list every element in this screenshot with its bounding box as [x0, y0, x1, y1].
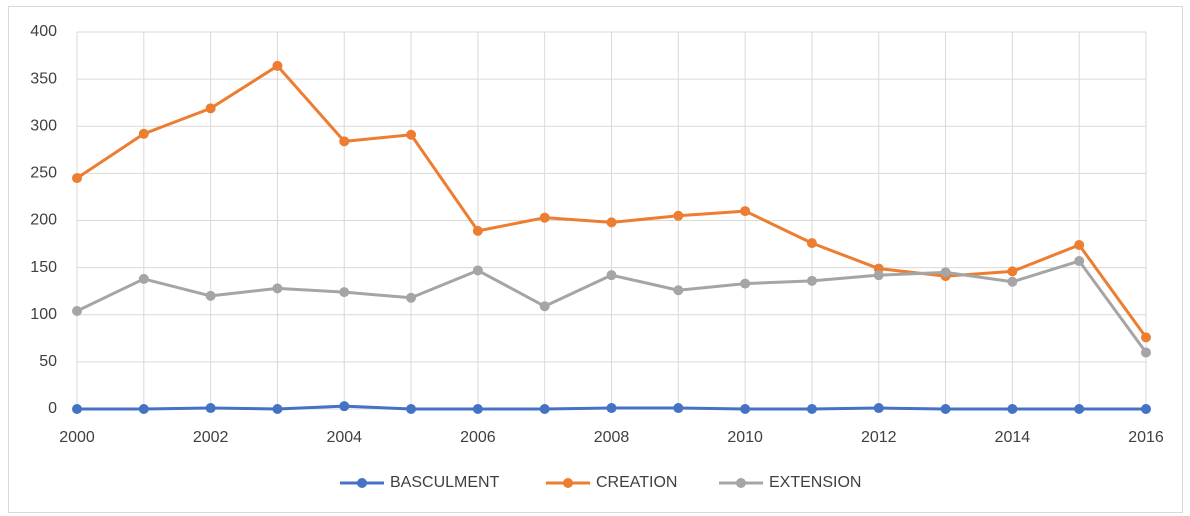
- x-tick-label: 2004: [326, 429, 362, 446]
- data-point: [205, 103, 216, 114]
- x-tick-label: 2002: [193, 429, 229, 446]
- data-point: [138, 128, 149, 139]
- data-point: [806, 238, 817, 249]
- data-point: [205, 403, 216, 414]
- data-point: [1141, 347, 1151, 358]
- y-tick-label: 0: [48, 400, 57, 417]
- data-point: [1141, 332, 1151, 343]
- y-tick-label: 250: [30, 165, 57, 182]
- x-tick-label: 2008: [594, 429, 630, 446]
- chart-border: [8, 6, 1183, 513]
- data-point: [740, 404, 751, 414]
- data-point: [873, 270, 884, 281]
- data-point: [606, 217, 617, 228]
- data-point: [339, 287, 350, 298]
- data-point: [539, 212, 550, 223]
- data-point: [539, 404, 550, 414]
- data-point: [272, 283, 283, 294]
- data-point: [940, 267, 951, 278]
- y-tick-label: 200: [30, 212, 57, 229]
- data-point: [138, 273, 149, 284]
- y-tick-label: 300: [30, 117, 57, 134]
- data-point: [272, 60, 283, 71]
- legend-label: CREATION: [596, 474, 677, 491]
- legend-marker: [563, 478, 573, 488]
- data-point: [406, 292, 417, 303]
- data-point: [72, 173, 82, 184]
- data-point: [740, 278, 751, 289]
- x-tick-label: 2012: [861, 429, 897, 446]
- x-tick-label: 2014: [995, 429, 1031, 446]
- data-point: [72, 404, 82, 414]
- data-point: [1007, 266, 1018, 277]
- data-point: [673, 210, 684, 221]
- data-point: [406, 404, 417, 414]
- legend-marker: [357, 478, 367, 488]
- data-point: [472, 265, 483, 276]
- data-point: [806, 404, 817, 414]
- data-point: [873, 403, 884, 414]
- data-point: [539, 301, 550, 312]
- data-point: [806, 275, 817, 286]
- x-tick-label: 2006: [460, 429, 496, 446]
- data-point: [339, 401, 350, 412]
- data-point: [1074, 404, 1085, 414]
- data-point: [1007, 404, 1018, 414]
- y-tick-label: 50: [39, 353, 57, 370]
- data-point: [72, 305, 82, 316]
- y-tick-label: 400: [30, 23, 57, 40]
- legend-label: EXTENSION: [769, 474, 861, 491]
- y-tick-label: 100: [30, 306, 57, 323]
- data-point: [606, 403, 617, 414]
- data-point: [272, 404, 283, 414]
- x-tick-label: 2016: [1128, 429, 1164, 446]
- data-point: [1074, 240, 1085, 251]
- data-point: [472, 404, 483, 414]
- data-point: [205, 290, 216, 301]
- data-point: [339, 136, 350, 147]
- data-point: [940, 404, 951, 414]
- data-point: [138, 404, 149, 414]
- legend-label: BASCULMENT: [390, 474, 500, 491]
- data-point: [673, 403, 684, 414]
- x-tick-label: 2010: [727, 429, 763, 446]
- data-point: [1007, 276, 1018, 287]
- data-point: [1141, 404, 1151, 414]
- data-point: [740, 206, 751, 217]
- data-point: [673, 285, 684, 296]
- y-tick-label: 150: [30, 259, 57, 276]
- data-point: [406, 129, 417, 140]
- data-point: [472, 225, 483, 236]
- data-point: [1074, 256, 1085, 267]
- y-tick-label: 350: [30, 70, 57, 87]
- data-point: [606, 270, 617, 281]
- x-tick-label: 2000: [59, 429, 95, 446]
- legend-marker: [736, 478, 746, 488]
